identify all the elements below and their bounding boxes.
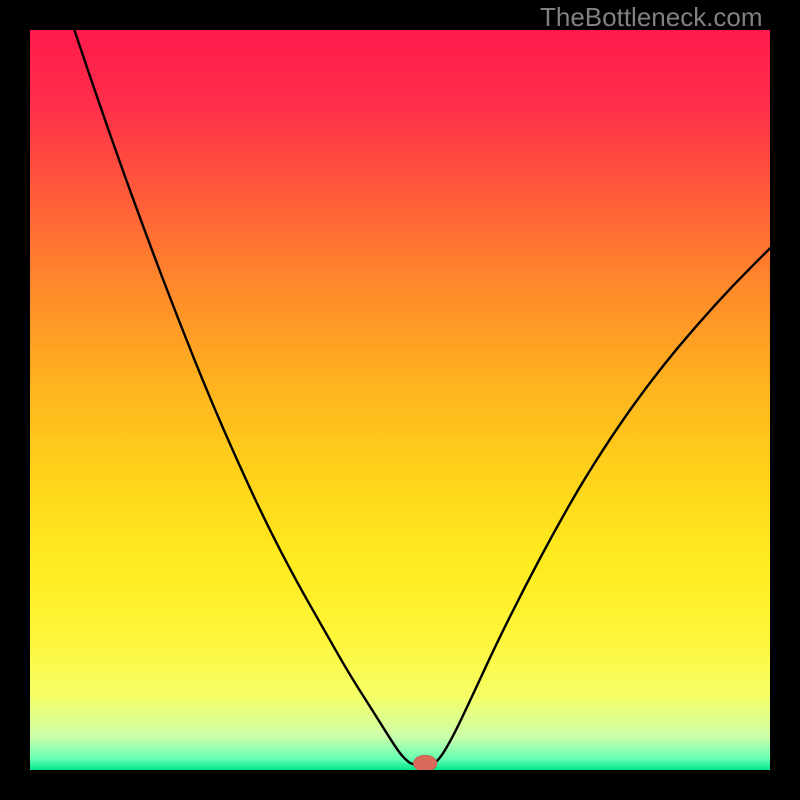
optimal-point-marker: [413, 755, 437, 770]
plot-area: [30, 30, 770, 770]
chart-svg: [30, 30, 770, 770]
gradient-background: [30, 30, 770, 770]
watermark-text: TheBottleneck.com: [540, 2, 763, 33]
